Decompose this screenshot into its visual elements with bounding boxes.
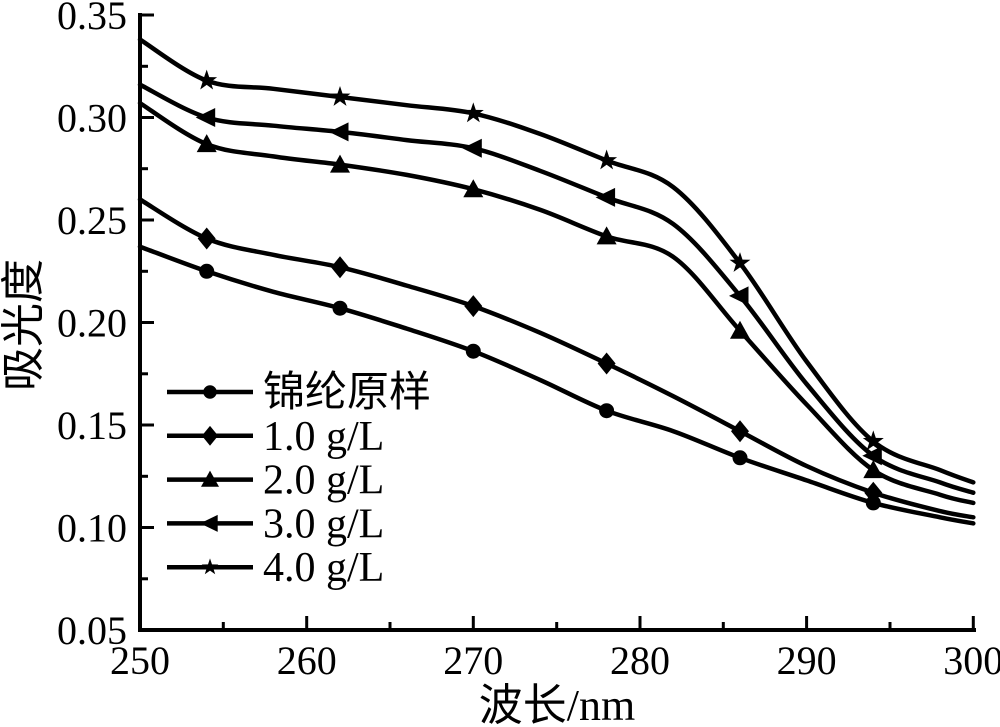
legend-entry: 2.0 g/L bbox=[167, 458, 384, 504]
x-axis-title: 波长/nm bbox=[479, 681, 635, 727]
series-markers bbox=[199, 263, 881, 511]
legend-entry: 1.0 g/L bbox=[167, 414, 384, 460]
circle-marker bbox=[203, 385, 217, 399]
series-4 bbox=[137, 37, 976, 485]
diamond-marker bbox=[197, 227, 216, 250]
x-axis-tick-label: 300 bbox=[943, 638, 1000, 683]
series-line bbox=[137, 244, 976, 526]
legend-label: 锦纶原样 bbox=[263, 370, 431, 416]
diamond-marker bbox=[331, 256, 349, 279]
diamond-marker bbox=[731, 420, 749, 443]
series-markers bbox=[197, 227, 883, 504]
series-0 bbox=[137, 244, 976, 526]
star-marker bbox=[596, 149, 618, 170]
y-tick-labels: 0.05 0.10 0.15 0.20 0.25 0.30 0.35 bbox=[57, 0, 127, 653]
star-marker bbox=[196, 69, 218, 90]
legend-label: 2.0 g/L bbox=[263, 458, 384, 504]
star-marker bbox=[329, 86, 351, 106]
diamond-marker bbox=[597, 352, 616, 375]
y-axis-tick-label: 0.05 bbox=[57, 608, 127, 653]
diamond-marker bbox=[201, 425, 219, 446]
triangle-up-marker bbox=[330, 154, 350, 173]
x-axis-tick-label: 270 bbox=[443, 638, 503, 683]
y-axis-title: 吸光度 bbox=[0, 259, 48, 391]
y-axis-tick-label: 0.35 bbox=[57, 0, 127, 38]
x-axis-tick-label: 280 bbox=[610, 638, 670, 683]
x-axis-tick-label: 260 bbox=[277, 638, 337, 683]
star-marker bbox=[201, 558, 219, 575]
series-line bbox=[137, 197, 976, 520]
series-markers bbox=[195, 108, 882, 466]
triangle-left-marker bbox=[729, 286, 749, 306]
circle-marker bbox=[332, 300, 348, 316]
y-axis-tick-label: 0.15 bbox=[57, 403, 127, 448]
legend-label: 4.0 g/L bbox=[263, 545, 384, 591]
triangle-up-marker bbox=[730, 320, 750, 339]
x-axis-tick-label: 250 bbox=[110, 638, 170, 683]
series-line bbox=[137, 100, 976, 506]
series-3 bbox=[137, 82, 976, 495]
axis-ticks bbox=[138, 13, 975, 632]
legend-entry: 锦纶原样 bbox=[167, 370, 431, 416]
triangle-up-marker bbox=[463, 179, 484, 198]
circle-marker bbox=[599, 403, 615, 419]
y-axis-tick-label: 0.30 bbox=[57, 96, 127, 141]
legend-label: 1.0 g/L bbox=[263, 414, 384, 460]
y-axis-tick-label: 0.10 bbox=[57, 506, 127, 551]
circle-marker bbox=[465, 343, 481, 359]
diamond-marker bbox=[464, 295, 483, 318]
diamond-marker bbox=[864, 481, 883, 504]
series-line bbox=[137, 82, 976, 495]
star-marker bbox=[862, 430, 884, 451]
series-markers bbox=[196, 134, 884, 479]
triangle-up-marker bbox=[863, 460, 884, 479]
x-axis-tick-label: 290 bbox=[777, 638, 837, 683]
triangle-left-marker bbox=[195, 108, 216, 127]
y-axis-tick-label: 0.25 bbox=[57, 198, 127, 243]
triangle-up-marker bbox=[196, 134, 217, 153]
triangle-left-marker bbox=[462, 138, 482, 158]
star-marker bbox=[462, 102, 484, 123]
x-tick-labels: 250 260 270 280 290 300 bbox=[110, 638, 1000, 683]
y-axis-tick-label: 0.20 bbox=[57, 301, 127, 346]
triangle-left-marker bbox=[329, 122, 349, 142]
legend-entry: 4.0 g/L bbox=[167, 545, 384, 591]
series-markers bbox=[196, 69, 884, 451]
series-2 bbox=[137, 100, 976, 506]
triangle-up-marker bbox=[596, 226, 617, 245]
triangle-left-marker bbox=[862, 446, 882, 466]
circle-marker bbox=[732, 450, 748, 466]
legend-entry: 3.0 g/L bbox=[167, 501, 384, 547]
legend-label: 3.0 g/L bbox=[263, 501, 384, 547]
series-1 bbox=[137, 197, 976, 520]
star-marker bbox=[729, 252, 751, 272]
triangle-left-marker bbox=[200, 514, 218, 532]
triangle-up-marker bbox=[201, 470, 219, 487]
series-line bbox=[137, 37, 976, 485]
triangle-left-marker bbox=[595, 187, 616, 207]
circle-marker bbox=[199, 263, 215, 279]
